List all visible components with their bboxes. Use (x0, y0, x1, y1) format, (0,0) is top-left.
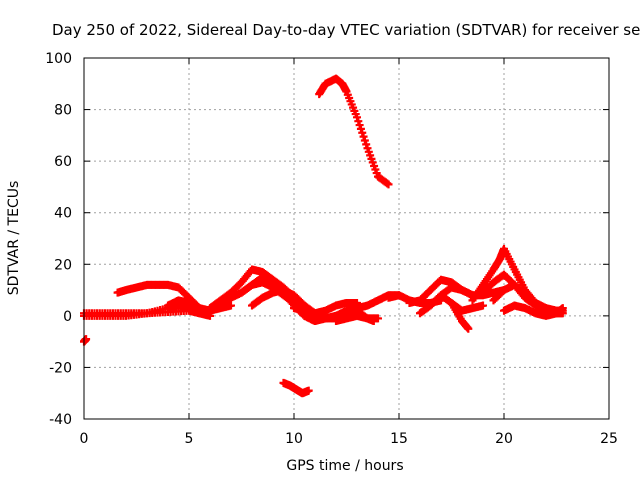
x-tick-label: 15 (390, 431, 408, 447)
series-9 (290, 298, 361, 318)
grid (84, 58, 609, 419)
series-13 (315, 74, 393, 189)
data-point (356, 124, 365, 133)
x-tick-label: 5 (185, 431, 194, 447)
data-point (374, 314, 382, 323)
data-point (558, 304, 567, 313)
series-4 (164, 296, 235, 315)
series-23 (500, 301, 567, 320)
data-point (358, 128, 367, 137)
y-tick-label: 0 (63, 309, 72, 325)
data-point (227, 301, 235, 310)
data-point (82, 335, 91, 344)
data-point (304, 386, 313, 395)
data-point (384, 180, 393, 189)
chart-title: Day 250 of 2022, Sidereal Day-to-day VTE… (52, 21, 640, 39)
data-point (354, 117, 363, 126)
x-tick-label: 0 (80, 431, 89, 447)
axis-ticks: 0 5 10 15 20 25 -40 -20 0 20 40 60 80 100 (45, 51, 618, 447)
data-point (362, 140, 371, 149)
data-points (80, 74, 567, 398)
data-point (464, 324, 473, 333)
y-tick-label: 20 (54, 257, 72, 273)
y-tick-label: 40 (54, 206, 72, 222)
data-point (359, 132, 368, 141)
x-tick-label: 20 (495, 431, 513, 447)
series-8 (248, 286, 340, 323)
y-axis-label: SDTVAR / TECUs (6, 181, 22, 296)
x-tick-label: 10 (285, 431, 303, 447)
series-22 (489, 280, 567, 318)
series-12 (332, 311, 382, 326)
y-tick-label: 80 (54, 103, 72, 119)
data-point (355, 121, 364, 130)
series-0 (80, 335, 91, 346)
data-point (479, 301, 487, 310)
series-19 (447, 298, 487, 315)
plot-frame (83, 57, 610, 420)
x-tick-label: 25 (600, 431, 618, 447)
y-tick-label: 100 (45, 51, 72, 67)
x-axis-label: GPS time / hours (286, 458, 403, 474)
data-point (353, 113, 361, 122)
series-3 (113, 280, 204, 313)
y-tick-label: -20 (49, 360, 72, 376)
series-14 (279, 378, 313, 398)
y-tick-label: 60 (54, 154, 72, 170)
data-point (360, 136, 369, 145)
y-tick-label: -40 (49, 412, 72, 428)
